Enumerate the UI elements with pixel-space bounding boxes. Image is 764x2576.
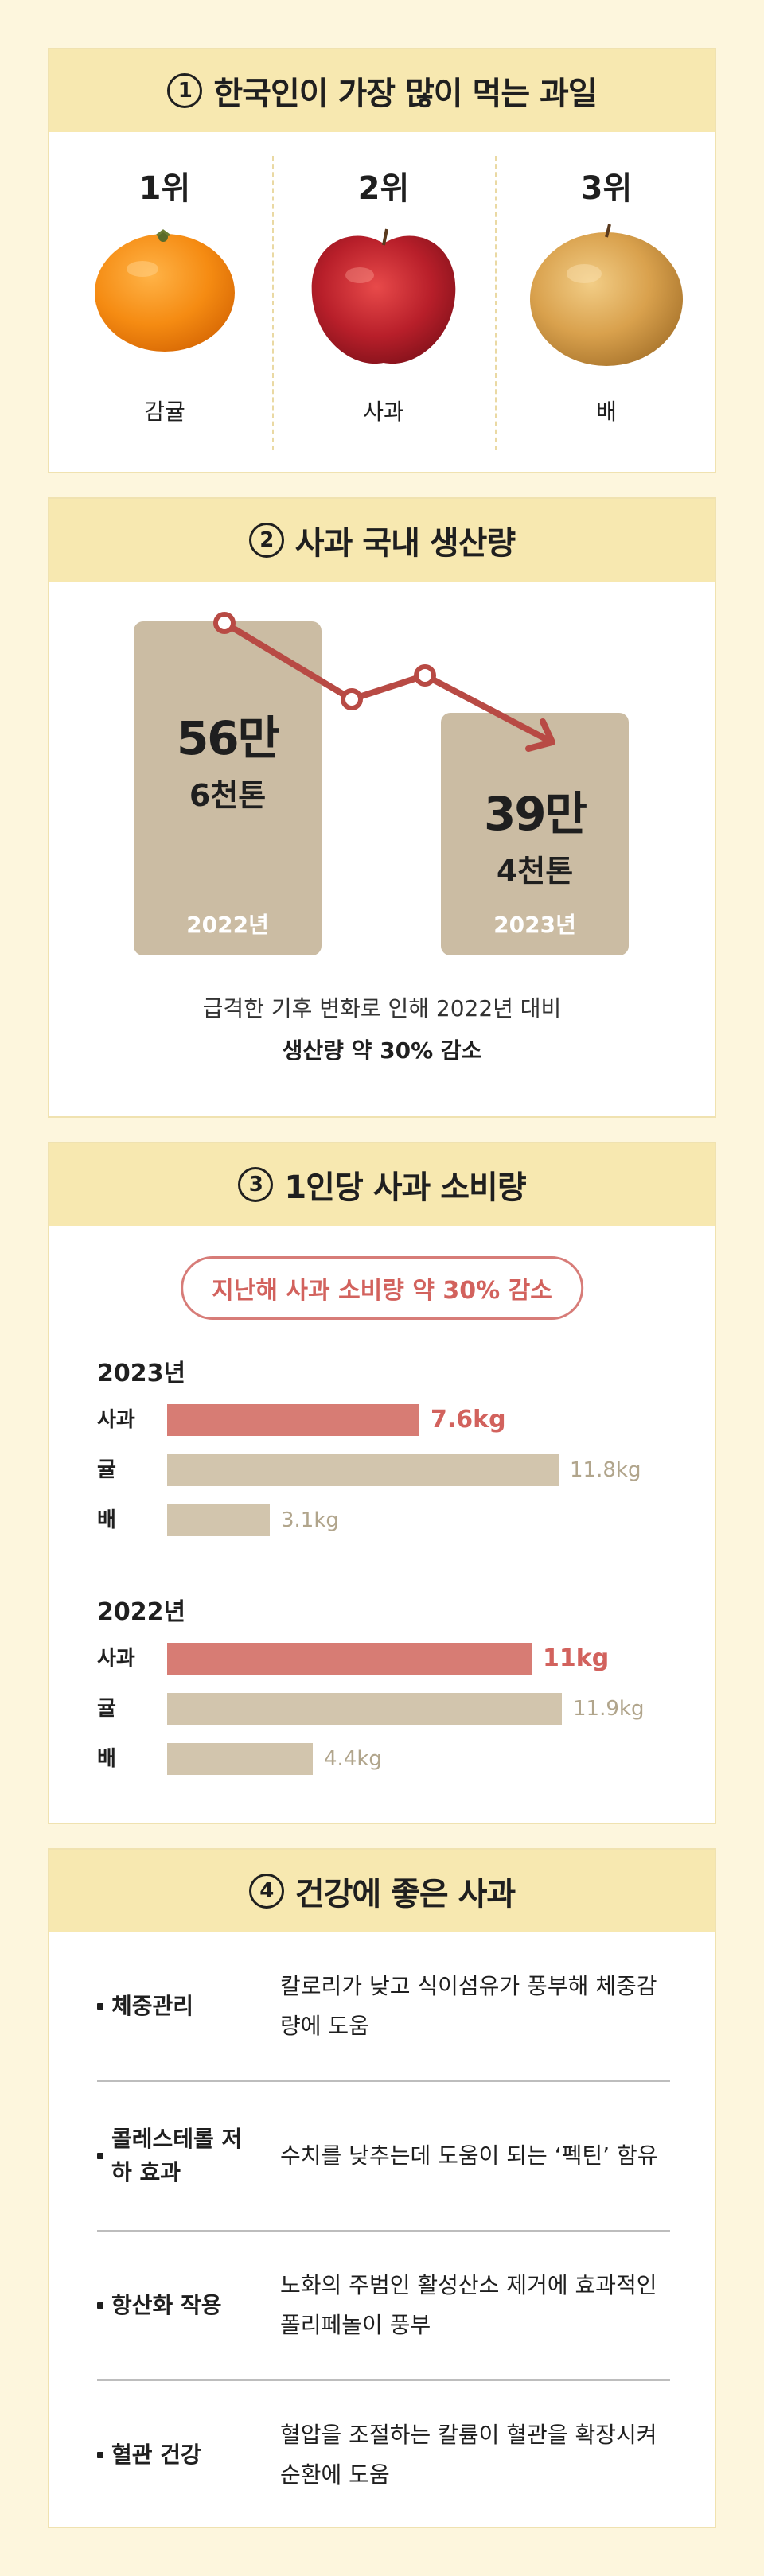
divider	[97, 2230, 670, 2232]
divider	[97, 2379, 670, 2381]
consumption-bar	[167, 1404, 419, 1436]
section-number-badge: 1	[167, 73, 203, 108]
bar-value: 3.1kg	[281, 1508, 339, 1532]
bullet-icon	[97, 2002, 103, 2010]
section-header: 2 사과 국내 생산량	[49, 499, 715, 582]
production-comparison: 56만 6천톤 2022년 39만 4천톤 2023년 급격한 기후 변화로 인…	[49, 582, 715, 1118]
pear-icon	[527, 220, 686, 374]
benefit-item: 콜레스테롤 저하 효과 수치를 낮추는데 도움이 되는 ‘펙틴’ 함유	[97, 2082, 670, 2229]
production-caption-bold: 생산량 약 30% 감소	[282, 1037, 482, 1064]
benefit-title: 콜레스테롤 저하 효과	[111, 2125, 243, 2185]
consumption-year-label: 2022년	[97, 1598, 186, 1626]
consumption-bar-row: 배 3.1kg	[97, 1504, 670, 1536]
benefit-description: 수치를 낮추는데 도움이 되는 ‘펙틴’ 함유	[280, 2142, 658, 2169]
section-number-badge: 3	[238, 1167, 274, 1202]
section-title: 한국인이 가장 많이 먹는 과일	[213, 76, 597, 112]
production-box-2022: 56만 6천톤 2022년	[134, 621, 322, 955]
tangerine-icon	[93, 220, 236, 358]
apple-benefits-card: 4 건강에 좋은 사과 체중관리 칼로리가 낮고 식이섬유가 풍부해 체중감량에…	[48, 1848, 716, 2528]
bar-value: 4.4kg	[324, 1747, 382, 1771]
benefit-description: 칼로리가 낮고 식이섬유가 풍부해 체중감량에 도움	[280, 1972, 657, 2039]
bar-label: 배	[97, 1508, 116, 1532]
section-header: 3 1인당 사과 소비량	[49, 1143, 715, 1226]
section-title: 건강에 좋은 사과	[294, 1876, 516, 1913]
consumption-bar	[167, 1693, 562, 1725]
production-caption: 급격한 기후 변화로 인해 2022년 대비	[202, 995, 562, 1021]
bullet-icon	[97, 2152, 103, 2159]
production-amount-detail: 6천톤	[189, 778, 267, 813]
bar-value: 11.8kg	[570, 1458, 641, 1482]
section-title: 사과 국내 생산량	[294, 525, 516, 562]
section-title: 1인당 사과 소비량	[284, 1169, 526, 1206]
consumption-bar	[167, 1643, 532, 1675]
bar-value: 7.6kg	[431, 1406, 506, 1434]
bar-label: 귤	[97, 1458, 116, 1482]
divider	[97, 2080, 670, 2082]
trend-point	[414, 664, 436, 687]
section-header: 1 한국인이 가장 많이 먹는 과일	[49, 49, 715, 132]
bar-label: 사과	[97, 1408, 135, 1432]
production-year: 2023년	[493, 912, 576, 938]
fruit-name: 사과	[363, 399, 404, 425]
rank-label: 1위	[138, 170, 191, 207]
section-number-badge: 2	[248, 523, 284, 558]
bar-label: 사과	[97, 1647, 135, 1671]
consumption-bar	[167, 1454, 559, 1486]
bar-label: 귤	[97, 1697, 116, 1721]
benefit-title: 체중관리	[111, 1992, 194, 2019]
bullet-icon	[97, 2302, 103, 2309]
consumption-year-label: 2023년	[97, 1360, 186, 1387]
production-amount-detail: 4천톤	[496, 854, 574, 889]
fruit-rank-2: 2위 사과	[276, 132, 491, 473]
fruit-rank-1: 1위 감귤	[57, 132, 272, 473]
benefits-list: 체중관리 칼로리가 낮고 식이섬유가 풍부해 체중감량에 도움 콜레스테롤 저하…	[49, 1932, 715, 2528]
consumption-bar	[167, 1743, 313, 1775]
production-year: 2022년	[186, 912, 269, 938]
benefit-item: 항산화 작용 노화의 주범인 활성산소 제거에 효과적인 폴리페놀이 풍부	[97, 2232, 670, 2379]
consumption-bar-row: 배 4.4kg	[97, 1743, 670, 1775]
consumption-bar-row: 귤 11.8kg	[97, 1454, 670, 1486]
consumption-bar-row: 사과 11kg	[97, 1643, 670, 1675]
apple-icon	[304, 220, 463, 374]
production-amount: 39만	[483, 787, 587, 841]
consumption-bar-row: 귤 11.9kg	[97, 1693, 670, 1725]
consumption-bar	[167, 1504, 270, 1536]
rank-label: 3위	[580, 170, 633, 207]
bar-value: 11.9kg	[573, 1697, 645, 1721]
benefit-item: 체중관리 칼로리가 낮고 식이섬유가 풍부해 체중감량에 도움	[97, 1932, 670, 2080]
decline-arrow	[213, 612, 555, 752]
trend-point	[213, 612, 236, 634]
rank-label: 2위	[357, 170, 410, 207]
divider	[272, 156, 274, 450]
production-amount: 56만	[176, 711, 280, 765]
divider	[495, 156, 497, 450]
bar-label: 배	[97, 1747, 116, 1771]
bullet-icon	[97, 2451, 103, 2458]
fruit-ranking: 1위 감귤	[49, 132, 715, 473]
fruit-name: 배	[596, 399, 617, 425]
consumption-bar-row: 사과 7.6kg	[97, 1404, 670, 1436]
top-fruits-card: 1 한국인이 가장 많이 먹는 과일 1위	[48, 48, 716, 473]
section-header: 4 건강에 좋은 사과	[49, 1850, 715, 1932]
bar-value: 11kg	[543, 1644, 610, 1672]
consumption-badge: 지난해 사과 소비량 약 30% 감소	[181, 1256, 583, 1320]
benefit-title: 항산화 작용	[111, 2291, 222, 2318]
benefit-title: 혈관 건강	[111, 2441, 201, 2468]
benefit-description: 노화의 주범인 활성산소 제거에 효과적인 폴리페놀이 풍부	[280, 2271, 657, 2338]
benefit-item: 혈관 건강 혈압을 조절하는 칼륨이 혈관을 확장시켜 순환에 도움	[97, 2381, 670, 2528]
fruit-rank-3: 3위 배	[499, 132, 714, 473]
benefit-description: 혈압을 조절하는 칼륨이 혈관을 확장시켜 순환에 도움	[280, 2421, 657, 2488]
apple-production-card: 2 사과 국내 생산량 56만 6천톤 2022년 39만 4천톤 2023년 …	[48, 497, 716, 1118]
production-box-2023: 39만 4천톤 2023년	[441, 713, 629, 955]
trend-point	[341, 688, 363, 710]
fruit-name: 감귤	[144, 399, 185, 425]
section-number-badge: 4	[248, 1874, 284, 1909]
